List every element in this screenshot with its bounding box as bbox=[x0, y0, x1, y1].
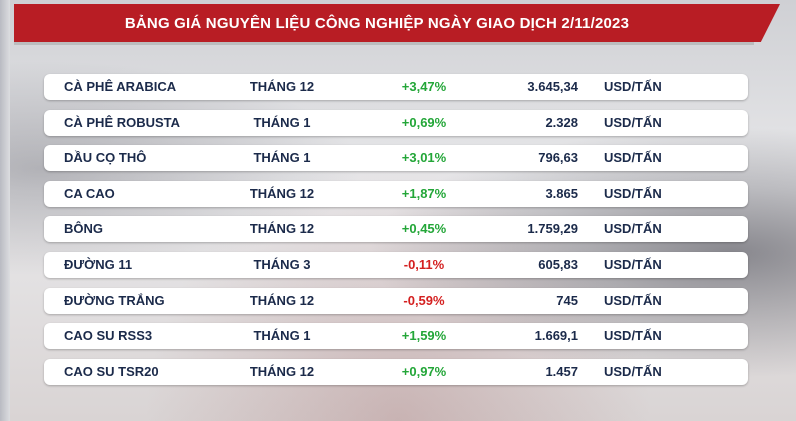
price-table: CÀ PHÊ ARABICA THÁNG 12 +3,47% 3.645,34 USD/… bbox=[44, 74, 748, 394]
table-row: ĐƯỜNG TRẮNG THÁNG 12 -0,59% 745 USD/TẤN bbox=[44, 287, 748, 314]
contract-month: THÁNG 12 bbox=[249, 221, 315, 237]
price-value: 3.645,34 bbox=[527, 79, 578, 94]
price-unit: USD/TẤN bbox=[604, 221, 662, 237]
price-change: +3,01% bbox=[401, 150, 447, 166]
contract-month: THÁNG 3 bbox=[253, 256, 311, 272]
price-value: 745 bbox=[556, 292, 578, 308]
commodity-name: CAO SU TSR20 bbox=[64, 363, 159, 379]
table-row: DẦU CỌ THÔ THÁNG 1 +3,01% 796,63 USD/TẤN bbox=[44, 145, 748, 172]
price-change: -0,59% bbox=[403, 292, 445, 308]
title-banner-shadow bbox=[14, 42, 754, 45]
price-value: 796,63 bbox=[538, 150, 578, 166]
price-change: +0,69% bbox=[401, 114, 447, 130]
price-value: 605,83 bbox=[538, 256, 578, 272]
price-change: +3,47% bbox=[401, 79, 447, 94]
contract-month: THÁNG 12 bbox=[249, 363, 315, 379]
price-change: +0,97% bbox=[401, 363, 447, 379]
table-row: CÀ PHÊ ARABICA THÁNG 12 +3,47% 3.645,34 USD/… bbox=[44, 74, 748, 100]
price-unit: USD/TẤN bbox=[604, 114, 662, 130]
price-unit: USD/TẤN bbox=[604, 363, 662, 379]
left-edge-decoration bbox=[0, 0, 10, 421]
price-unit: USD/TẤN bbox=[604, 150, 662, 166]
commodity-name: CÀ PHÊ ROBUSTA bbox=[64, 114, 181, 130]
table-row: CA CAO THÁNG 12 +1,87% 3.865 USD/TẤN bbox=[44, 180, 748, 207]
contract-month: THÁNG 1 bbox=[253, 150, 311, 166]
price-change: +0,45% bbox=[401, 221, 447, 237]
commodity-name: ĐƯỜNG 11 bbox=[64, 256, 133, 272]
price-unit: USD/TẤN bbox=[604, 292, 662, 308]
price-unit: USD/TẤN bbox=[604, 185, 662, 201]
price-value: 1.759,29 bbox=[527, 221, 578, 237]
price-unit: USD/TẤN bbox=[604, 79, 662, 94]
table-row: CÀ PHÊ ROBUSTA THÁNG 1 +0,69% 2.328 USD/TẤN bbox=[44, 109, 748, 136]
contract-month: THÁNG 1 bbox=[253, 328, 311, 344]
table-row: CAO SU RSS3 THÁNG 1 +1,59% 1.669,1 USD/TẤN bbox=[44, 323, 748, 350]
commodity-name: ĐƯỜNG TRẮNG bbox=[64, 292, 165, 308]
price-value: 3.865 bbox=[545, 185, 578, 201]
contract-month: THÁNG 1 bbox=[253, 114, 311, 130]
price-unit: USD/TẤN bbox=[604, 328, 662, 344]
title-banner: BẢNG GIÁ NGUYÊN LIỆU CÔNG NGHIỆP NGÀY GI… bbox=[14, 4, 780, 42]
price-change: +1,59% bbox=[401, 328, 447, 344]
contract-month: THÁNG 12 bbox=[249, 292, 315, 308]
commodity-name: CÀ PHÊ ARABICA bbox=[64, 79, 177, 94]
table-row: CAO SU TSR20 THÁNG 12 +0,97% 1.457 USD/TẤN bbox=[44, 358, 748, 385]
table-row: ĐƯỜNG 11 THÁNG 3 -0,11% 605,83 USD/TẤN bbox=[44, 251, 748, 278]
commodity-name: BÔNG bbox=[64, 221, 103, 237]
commodity-name: CAO SU RSS3 bbox=[64, 328, 153, 344]
contract-month: THÁNG 12 bbox=[249, 185, 315, 201]
price-value: 2.328 bbox=[545, 114, 578, 130]
price-change: +1,87% bbox=[401, 185, 447, 201]
price-value: 1.669,1 bbox=[534, 328, 578, 344]
price-value: 1.457 bbox=[545, 363, 578, 379]
table-row: BÔNG THÁNG 12 +0,45% 1.759,29 USD/TẤN bbox=[44, 216, 748, 243]
page-title: BẢNG GIÁ NGUYÊN LIỆU CÔNG NGHIỆP NGÀY GI… bbox=[124, 14, 630, 32]
commodity-name: DẦU CỌ THÔ bbox=[64, 150, 147, 166]
commodity-name: CA CAO bbox=[64, 185, 115, 201]
price-unit: USD/TẤN bbox=[604, 256, 662, 272]
contract-month: THÁNG 12 bbox=[249, 79, 315, 94]
price-change: -0,11% bbox=[403, 256, 445, 272]
